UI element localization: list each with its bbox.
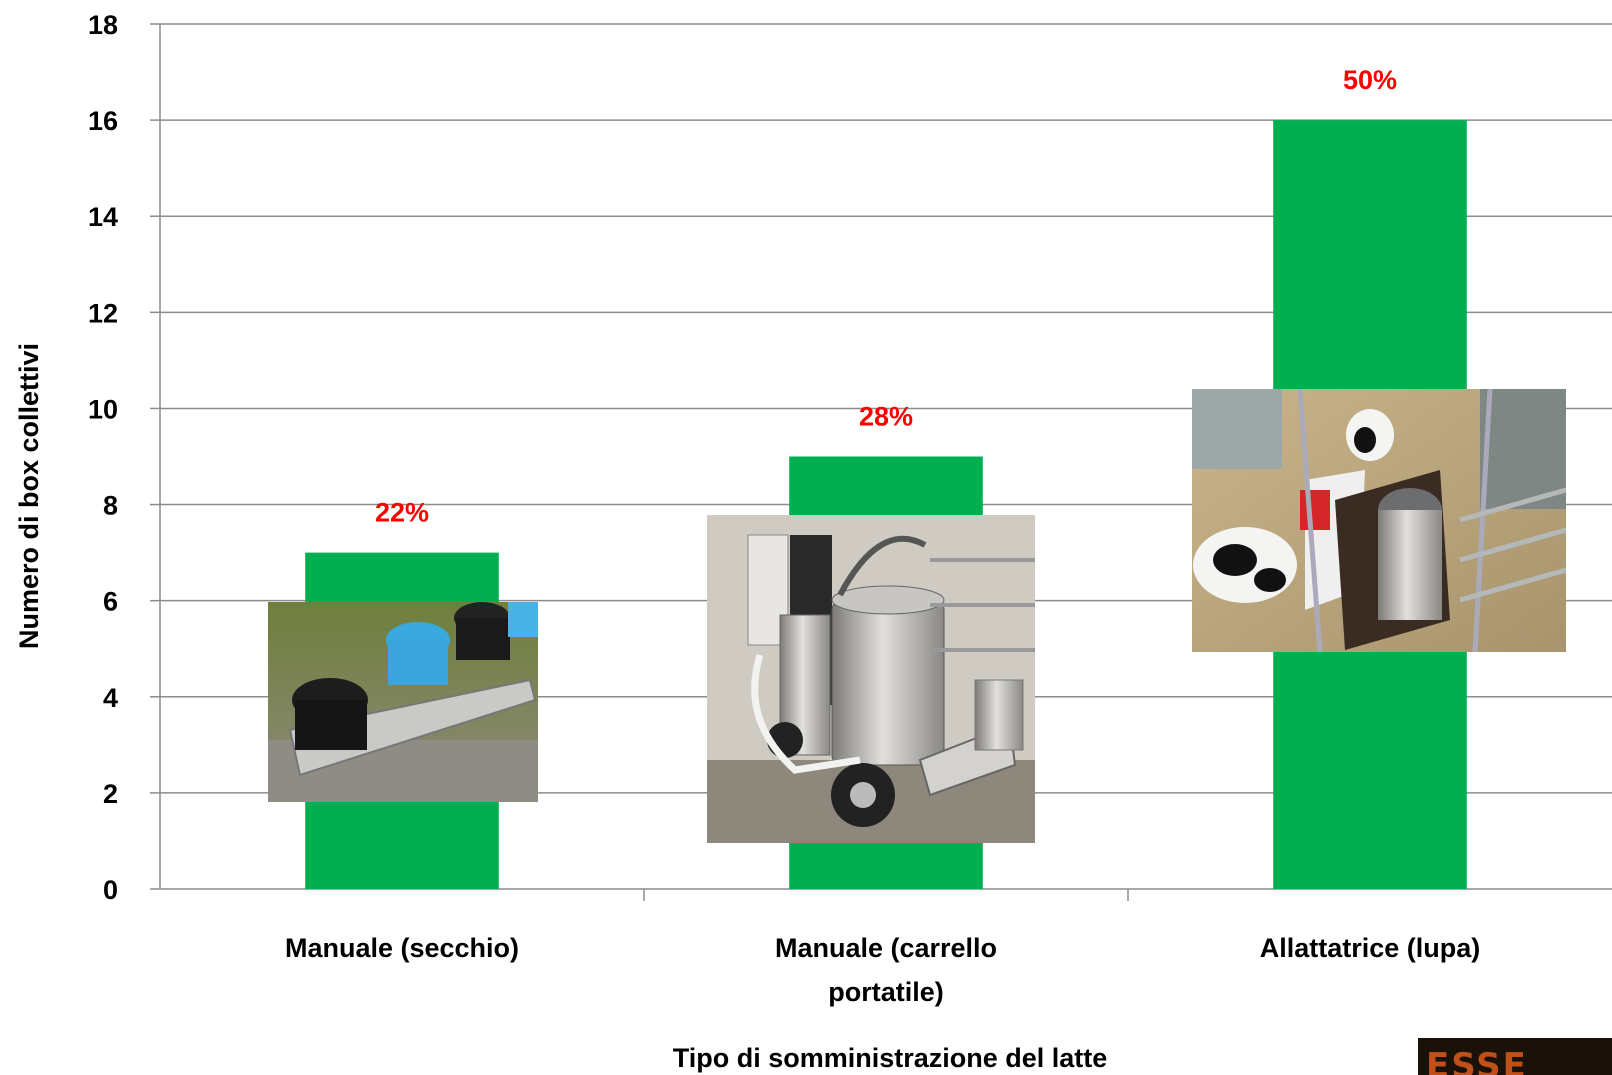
logo: ESSE	[1418, 1038, 1612, 1075]
milk-cart-photo	[707, 515, 1035, 843]
x-axis-title: Tipo di somministrazione del latte	[673, 1043, 1108, 1073]
y-tick-label: 2	[103, 779, 118, 809]
y-tick-label: 12	[88, 298, 118, 328]
x-category-label: Manuale (secchio)	[285, 933, 519, 963]
y-tick-label: 14	[88, 202, 118, 232]
data-label: 28%	[859, 402, 913, 432]
y-tick-label: 16	[88, 106, 118, 136]
data-label: 50%	[1343, 65, 1397, 95]
y-tick-label: 6	[103, 587, 118, 617]
y-tick-label: 18	[88, 10, 118, 40]
x-category-label: Manuale (carrello	[775, 933, 997, 963]
data-label: 22%	[375, 498, 429, 528]
automatic-feeder-photo	[1192, 388, 1567, 653]
y-tick-label: 10	[88, 394, 118, 424]
y-tick-label: 0	[103, 875, 118, 905]
y-axis-title: Numero di box collettivi	[14, 343, 44, 649]
bucket-feeders-photo	[268, 602, 538, 802]
x-category-label: portatile)	[828, 977, 944, 1007]
y-tick-label: 4	[103, 683, 118, 713]
y-tick-label: 8	[103, 491, 118, 521]
x-category-label: Allattatrice (lupa)	[1260, 933, 1481, 963]
